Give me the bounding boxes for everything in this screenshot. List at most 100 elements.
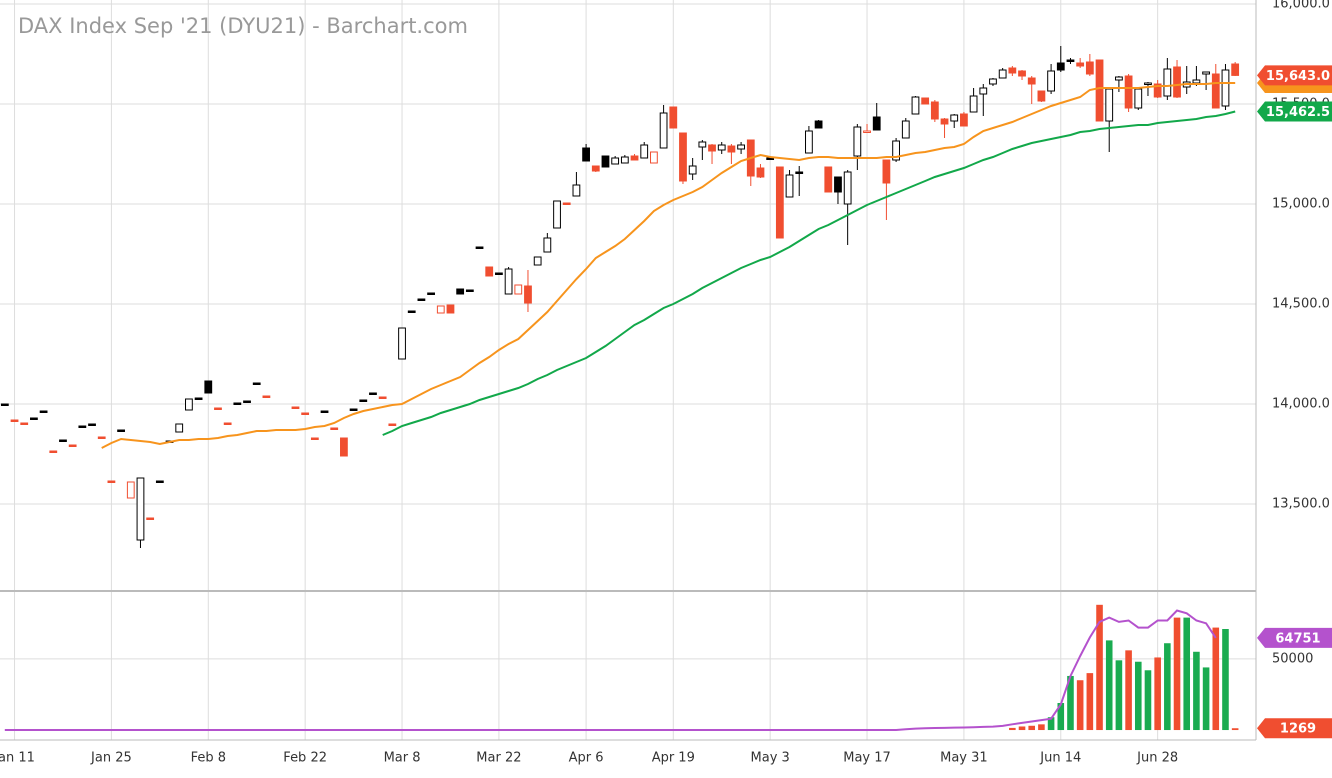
volume-bar	[1183, 617, 1191, 731]
tags: 15,643.0 15,462.5 64751 1269	[1257, 65, 1332, 739]
value-tag	[1257, 65, 1332, 86]
volume-bar	[1086, 673, 1094, 731]
candle-body	[1105, 88, 1114, 122]
volume-bar	[1105, 640, 1113, 731]
candle-body	[1163, 68, 1172, 97]
value-tag-label: 1269	[1280, 722, 1316, 737]
candle-body	[572, 184, 581, 197]
candle-body	[834, 176, 842, 193]
candle-body	[1221, 69, 1230, 107]
candle-body	[717, 144, 726, 151]
candle-body	[882, 159, 891, 184]
x-tick-label: May 17	[843, 751, 891, 766]
chart-title: DAX Index Sep '21 (DYU21) - Barchart.com	[18, 14, 468, 38]
candle-body	[59, 439, 67, 442]
candle-body	[107, 480, 116, 483]
moving-average-line	[4, 609, 1217, 731]
candle-body	[775, 166, 784, 239]
candle-body	[872, 116, 881, 131]
candle-body	[601, 155, 610, 168]
candle-body	[679, 132, 687, 182]
candle-body	[1085, 61, 1094, 75]
y-tick-label: 16,000.0	[1272, 0, 1330, 12]
candle-body	[989, 78, 997, 85]
volume-bar	[1047, 717, 1055, 731]
volume-bar	[1134, 661, 1142, 731]
volume-bar	[1038, 724, 1045, 731]
candle-body	[921, 97, 930, 105]
candle-body	[863, 130, 871, 133]
volume-bar	[1125, 650, 1132, 731]
candle-body	[369, 392, 377, 395]
candle-body	[223, 422, 232, 425]
y-tick-label: 13,500.0	[1272, 497, 1330, 512]
candle-body	[969, 95, 978, 113]
y-tick-label: 14,000.0	[1272, 397, 1330, 412]
candle-body	[126, 481, 135, 499]
candle-body	[1144, 82, 1152, 85]
volume-bar	[1076, 680, 1084, 731]
volume-bar	[1144, 670, 1152, 731]
candle-body	[204, 380, 213, 394]
candle-body	[0, 403, 9, 406]
value-tag	[1257, 627, 1332, 648]
candle-body	[688, 165, 697, 175]
candle-body	[504, 268, 513, 295]
candle-body	[524, 285, 532, 304]
candle-body	[97, 436, 106, 439]
candle-body	[543, 237, 552, 253]
candle-body	[611, 157, 620, 165]
candle-body	[291, 406, 300, 409]
candle-body	[1008, 67, 1017, 74]
candle-body	[620, 156, 629, 164]
candle-body	[562, 202, 571, 205]
candle-body	[117, 429, 125, 432]
volume-bar	[1067, 675, 1074, 731]
candle-body	[1153, 83, 1162, 98]
candle-body	[88, 423, 96, 426]
candle-body	[1066, 59, 1075, 62]
x-tick-label: Mar 8	[384, 751, 421, 766]
volume-bar	[1164, 643, 1171, 731]
candle-body	[427, 292, 435, 295]
candle-body	[146, 517, 155, 520]
candle-body	[950, 114, 959, 122]
x-tick-label: Apr 19	[652, 751, 695, 766]
candle-body	[136, 477, 145, 541]
marks	[0, 46, 1240, 731]
candle-body	[708, 144, 716, 152]
candle-body	[1018, 70, 1026, 77]
candle-body	[640, 144, 649, 159]
candle-body	[659, 112, 668, 149]
candle-body	[998, 69, 1007, 79]
candle-body	[1192, 79, 1201, 84]
candle-body	[310, 437, 319, 440]
candle-body	[737, 144, 745, 150]
candle-body	[892, 140, 900, 161]
candle-body	[1076, 62, 1085, 67]
candle-body	[514, 284, 523, 295]
candle-body	[630, 155, 639, 161]
candle-body	[843, 171, 852, 205]
x-tick-label: May 31	[940, 751, 988, 766]
candle-body	[1211, 73, 1220, 109]
candle-body	[582, 147, 590, 162]
volume-bar	[1115, 660, 1123, 731]
candle-body	[940, 118, 949, 125]
candle-body	[1173, 66, 1181, 98]
candle-body	[252, 382, 261, 385]
value-tag-label: 64751	[1275, 631, 1320, 646]
candle-body	[1115, 76, 1123, 81]
x-tick-label: May 3	[751, 751, 790, 766]
candle-body	[785, 174, 794, 198]
candle-body	[698, 141, 707, 148]
volume-bar	[1202, 667, 1210, 731]
candle-body	[436, 305, 445, 314]
candle-body	[1095, 59, 1104, 122]
x-tick-label: Feb 8	[191, 751, 226, 766]
candle-body	[320, 410, 329, 413]
volume-bar	[1028, 725, 1036, 731]
value-tag-label: 15,643.0	[1266, 69, 1330, 84]
